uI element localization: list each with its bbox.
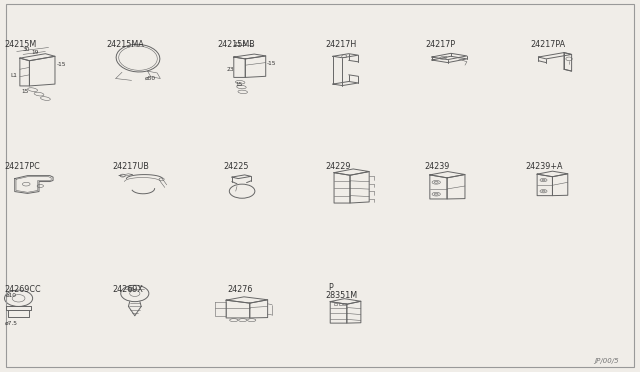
Bar: [339, 303, 342, 305]
Text: 24229: 24229: [325, 162, 351, 171]
Text: 30: 30: [22, 47, 30, 52]
Bar: [334, 303, 337, 305]
Text: 24217H: 24217H: [325, 39, 356, 49]
Text: 24269X: 24269X: [113, 285, 143, 294]
Text: P: P: [328, 283, 333, 292]
Text: 28351M: 28351M: [325, 291, 357, 300]
Text: 24217PA: 24217PA: [531, 39, 566, 49]
Text: 24215MB: 24215MB: [218, 39, 255, 49]
Text: 19: 19: [31, 50, 39, 55]
Text: 15: 15: [127, 287, 134, 292]
Text: 23: 23: [226, 67, 234, 73]
Text: 24276: 24276: [227, 285, 253, 294]
Text: ø80: ø80: [145, 76, 156, 81]
Text: 24225: 24225: [223, 162, 248, 171]
Text: 24239: 24239: [424, 162, 449, 171]
Text: 24217UB: 24217UB: [113, 162, 149, 171]
Bar: [343, 303, 346, 305]
Text: -15: -15: [267, 61, 276, 66]
Text: 24239+A: 24239+A: [525, 162, 563, 171]
Text: 24217PC: 24217PC: [4, 162, 40, 171]
Text: 15: 15: [235, 82, 243, 87]
Text: ø7.5: ø7.5: [4, 321, 17, 326]
Text: 24215MA: 24215MA: [106, 39, 144, 49]
Text: 15: 15: [22, 89, 29, 93]
Text: 23.5: 23.5: [234, 42, 247, 47]
Text: 24215M: 24215M: [4, 39, 36, 49]
Text: -15: -15: [56, 62, 66, 67]
Text: L1: L1: [10, 73, 17, 78]
Text: ø10: ø10: [6, 292, 17, 297]
Text: 24217P: 24217P: [426, 39, 456, 49]
Text: JP/00/5: JP/00/5: [595, 358, 619, 364]
Text: 24269CC: 24269CC: [4, 285, 40, 294]
